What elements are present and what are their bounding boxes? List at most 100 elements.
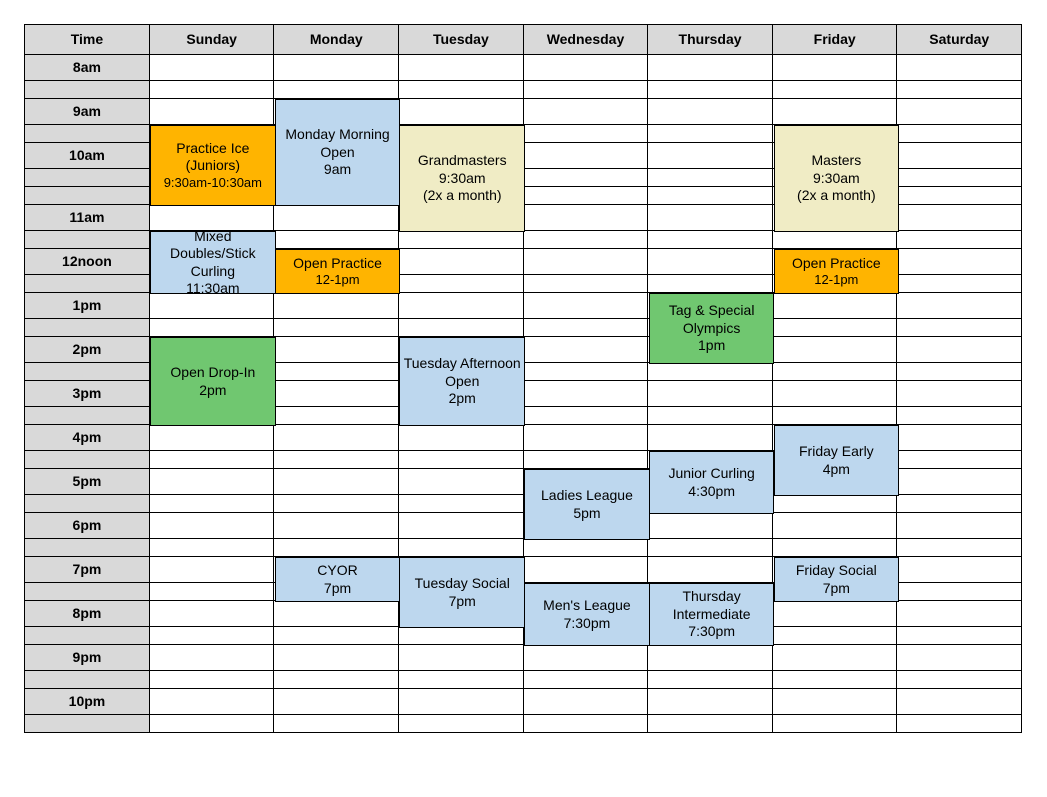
grid-cell: [274, 425, 399, 451]
event-title: Grandmasters: [418, 152, 507, 170]
grid-cell: [150, 495, 275, 513]
grid-cell: [773, 627, 898, 645]
grid-cell: [399, 495, 524, 513]
row-11: 1pm: [25, 293, 1022, 319]
grid-cell: [150, 469, 275, 495]
time-label-29: 10pm: [25, 689, 150, 715]
grid-cell: [648, 55, 773, 81]
grid-cell: [773, 715, 898, 733]
grid-cell: [150, 671, 275, 689]
column-header-4: Wednesday: [524, 25, 649, 55]
grid-cell: [524, 451, 649, 469]
grid-cell: [648, 557, 773, 583]
grid-cell: [150, 81, 275, 99]
event-time: 5pm: [573, 505, 600, 523]
event-tuesday-social: Tuesday Social7pm: [399, 557, 525, 628]
time-label-1: [25, 81, 150, 99]
time-label-8: [25, 231, 150, 249]
grid-cell: [773, 645, 898, 671]
grid-cell: [897, 187, 1022, 205]
header-row: TimeSundayMondayTuesdayWednesdayThursday…: [25, 25, 1022, 55]
time-label-20: [25, 495, 150, 513]
schedule-table: TimeSundayMondayTuesdayWednesdayThursday…: [24, 24, 1022, 733]
event-time: 11:30am: [186, 280, 239, 298]
grid-cell: [274, 381, 399, 407]
grid-cell: [648, 381, 773, 407]
row-28: [25, 671, 1022, 689]
grid-cell: [274, 715, 399, 733]
event-extra: (2x a month): [423, 187, 502, 205]
column-header-6: Friday: [773, 25, 898, 55]
grid-cell: [773, 363, 898, 381]
grid-cell: [897, 99, 1022, 125]
time-label-17: 4pm: [25, 425, 150, 451]
grid-cell: [773, 671, 898, 689]
grid-cell: [399, 671, 524, 689]
event-time: 7pm: [449, 593, 476, 611]
grid-cell: [399, 231, 524, 249]
grid-cell: [648, 363, 773, 381]
grid-cell: [773, 601, 898, 627]
grid-cell: [897, 231, 1022, 249]
time-label-3: [25, 125, 150, 143]
grid-cell: [274, 319, 399, 337]
grid-cell: [773, 99, 898, 125]
time-label-30: [25, 715, 150, 733]
grid-cell: [524, 143, 649, 169]
grid-cell: [399, 715, 524, 733]
grid-cell: [897, 451, 1022, 469]
grid-cell: [399, 645, 524, 671]
grid-cell: [150, 689, 275, 715]
row-1: [25, 81, 1022, 99]
event-practice-ice-juniors: Practice Ice (Juniors)9:30am-10:30am: [150, 125, 276, 206]
grid-cell: [399, 689, 524, 715]
event-title: CYOR: [317, 562, 357, 580]
grid-cell: [524, 275, 649, 293]
grid-cell: [399, 451, 524, 469]
time-label-24: [25, 583, 150, 601]
grid-cell: [897, 125, 1022, 143]
event-grandmasters: Grandmasters9:30am(2x a month): [399, 125, 525, 232]
grid-cell: [648, 275, 773, 293]
grid-cell: [399, 627, 524, 645]
event-time: 2pm: [199, 382, 226, 400]
grid-cell: [897, 55, 1022, 81]
grid-cell: [897, 539, 1022, 557]
grid-cell: [524, 645, 649, 671]
grid-cell: [524, 539, 649, 557]
grid-cell: [524, 381, 649, 407]
event-time: 9:30am-10:30am: [164, 175, 262, 191]
grid-cell: [648, 169, 773, 187]
grid-cell: [648, 425, 773, 451]
event-title: Mixed Doubles/Stick Curling: [153, 228, 273, 281]
event-time: 4pm: [823, 461, 850, 479]
time-label-23: 7pm: [25, 557, 150, 583]
grid-cell: [524, 55, 649, 81]
event-thursday-intermediate: Thursday Intermediate7:30pm: [649, 583, 775, 646]
grid-cell: [274, 513, 399, 539]
row-30: [25, 715, 1022, 733]
column-header-0: Time: [25, 25, 150, 55]
time-label-0: 8am: [25, 55, 150, 81]
grid-cell: [274, 205, 399, 231]
time-label-12: [25, 319, 150, 337]
grid-cell: [274, 601, 399, 627]
grid-cell: [524, 715, 649, 733]
event-time: 7pm: [823, 580, 850, 598]
column-header-5: Thursday: [648, 25, 773, 55]
grid-cell: [897, 645, 1022, 671]
event-title: Practice Ice (Juniors): [153, 140, 273, 175]
event-cyor: CYOR7pm: [275, 557, 401, 602]
event-time: 12-1pm: [814, 272, 858, 288]
event-time: 2pm: [449, 390, 476, 408]
grid-cell: [399, 425, 524, 451]
event-time: 9am: [324, 161, 351, 179]
grid-cell: [274, 81, 399, 99]
event-masters: Masters9:30am(2x a month): [774, 125, 900, 232]
grid-cell: [648, 205, 773, 231]
time-label-21: 6pm: [25, 513, 150, 539]
grid-cell: [274, 495, 399, 513]
grid-cell: [524, 99, 649, 125]
grid-cell: [399, 469, 524, 495]
event-ladies-league: Ladies League5pm: [524, 469, 650, 540]
